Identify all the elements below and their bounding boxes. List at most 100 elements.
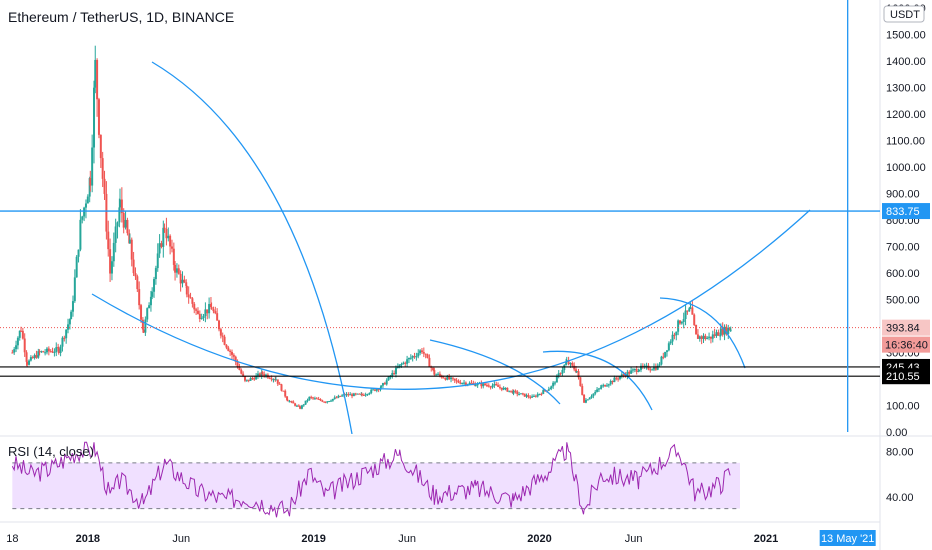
candle-body	[216, 313, 219, 321]
currency-badge[interactable]	[883, 5, 925, 23]
arc-drawing[interactable]	[91, 209, 811, 390]
x-tick-label: 2019	[301, 533, 325, 545]
candle-body	[351, 394, 354, 397]
candle-body	[270, 378, 273, 380]
candle-body	[79, 219, 82, 250]
candle-body	[671, 334, 674, 342]
candle-body	[480, 383, 483, 387]
candle-body	[658, 364, 661, 366]
candle-body	[394, 367, 397, 375]
candle-body	[398, 364, 401, 367]
candle-body	[649, 369, 652, 371]
candle-body	[643, 365, 646, 367]
level-price-tag-bg	[882, 368, 930, 385]
candle-body	[362, 394, 365, 396]
candle-body	[502, 387, 505, 390]
candle-body	[249, 378, 252, 381]
candle-body	[167, 235, 170, 239]
candle-body	[459, 382, 462, 384]
candle-body	[124, 219, 127, 228]
candle-body	[83, 207, 86, 217]
candle-body	[577, 371, 580, 378]
candle-body	[487, 385, 490, 387]
candle-body	[284, 390, 287, 397]
candle-body	[729, 329, 732, 331]
candle-body	[604, 384, 607, 387]
candle-body	[253, 378, 256, 380]
drawings[interactable]	[91, 61, 811, 434]
arc-drawing[interactable]	[151, 61, 353, 434]
candle-body	[417, 353, 420, 357]
candle-body	[463, 382, 466, 384]
candle-body	[286, 396, 289, 401]
candle-body	[602, 384, 605, 387]
candle-body	[455, 380, 458, 382]
candle-body	[451, 377, 454, 379]
candle-body	[555, 375, 558, 383]
candle-body	[727, 328, 730, 334]
candle-body	[321, 400, 324, 402]
candle-body	[86, 196, 89, 204]
candle-body	[453, 378, 456, 381]
candle-body	[637, 371, 640, 373]
candle-body	[438, 373, 441, 376]
candle-body	[680, 322, 683, 324]
candle-body	[138, 289, 141, 306]
candle-body	[677, 320, 680, 332]
candle-body	[706, 337, 709, 340]
candle-body	[529, 396, 532, 398]
candle-body	[146, 308, 149, 320]
arc-drawing[interactable]	[659, 297, 746, 369]
candle-body	[618, 376, 621, 379]
candle-body	[607, 384, 610, 386]
candle-body	[212, 309, 215, 312]
level-price-tag: 833.75	[886, 206, 920, 218]
y-tick-label: 1300.00	[886, 83, 926, 95]
candle-body	[142, 329, 145, 333]
arc-drawing[interactable]	[429, 339, 561, 405]
candle-body	[163, 227, 166, 230]
candle-body	[227, 347, 230, 351]
candle-body	[532, 395, 535, 397]
candle-body	[725, 326, 728, 334]
candle-body	[105, 193, 108, 232]
candle-body	[510, 390, 513, 392]
candle-body	[299, 406, 302, 409]
candle-body	[448, 376, 451, 380]
candle-body	[324, 401, 327, 403]
candle-body	[495, 384, 498, 386]
y-tick-label: 600.00	[886, 268, 920, 280]
candle-body	[406, 359, 409, 364]
candle-body	[132, 259, 135, 274]
candle-body	[586, 399, 589, 401]
arc-drawing[interactable]	[542, 350, 653, 411]
candle-body	[294, 403, 297, 406]
candle-body	[255, 375, 258, 380]
candle-body	[387, 376, 390, 381]
candle-body	[700, 336, 703, 339]
candle-body	[319, 399, 322, 401]
candle-body	[88, 178, 91, 197]
candle-body	[349, 394, 352, 396]
y-tick-label: 1200.00	[886, 109, 926, 121]
candle-body	[18, 330, 21, 338]
candle-body	[57, 347, 60, 349]
candle-body	[170, 246, 173, 249]
x-tick-label: 2021	[754, 533, 778, 545]
candle-body	[518, 394, 521, 396]
candle-body	[19, 330, 22, 332]
candle-body	[373, 389, 376, 391]
candle-body	[35, 355, 38, 358]
candle-body	[89, 178, 92, 186]
candle-body	[561, 370, 564, 374]
candle-body	[596, 389, 599, 392]
level-price-tag: 210.55	[886, 371, 920, 383]
candle-body	[626, 371, 629, 377]
candle-body	[333, 397, 336, 399]
candle-body	[525, 395, 528, 397]
candle-body	[464, 382, 467, 385]
candle-body	[360, 393, 363, 395]
candle-body	[29, 357, 32, 361]
candle-body	[198, 313, 201, 320]
